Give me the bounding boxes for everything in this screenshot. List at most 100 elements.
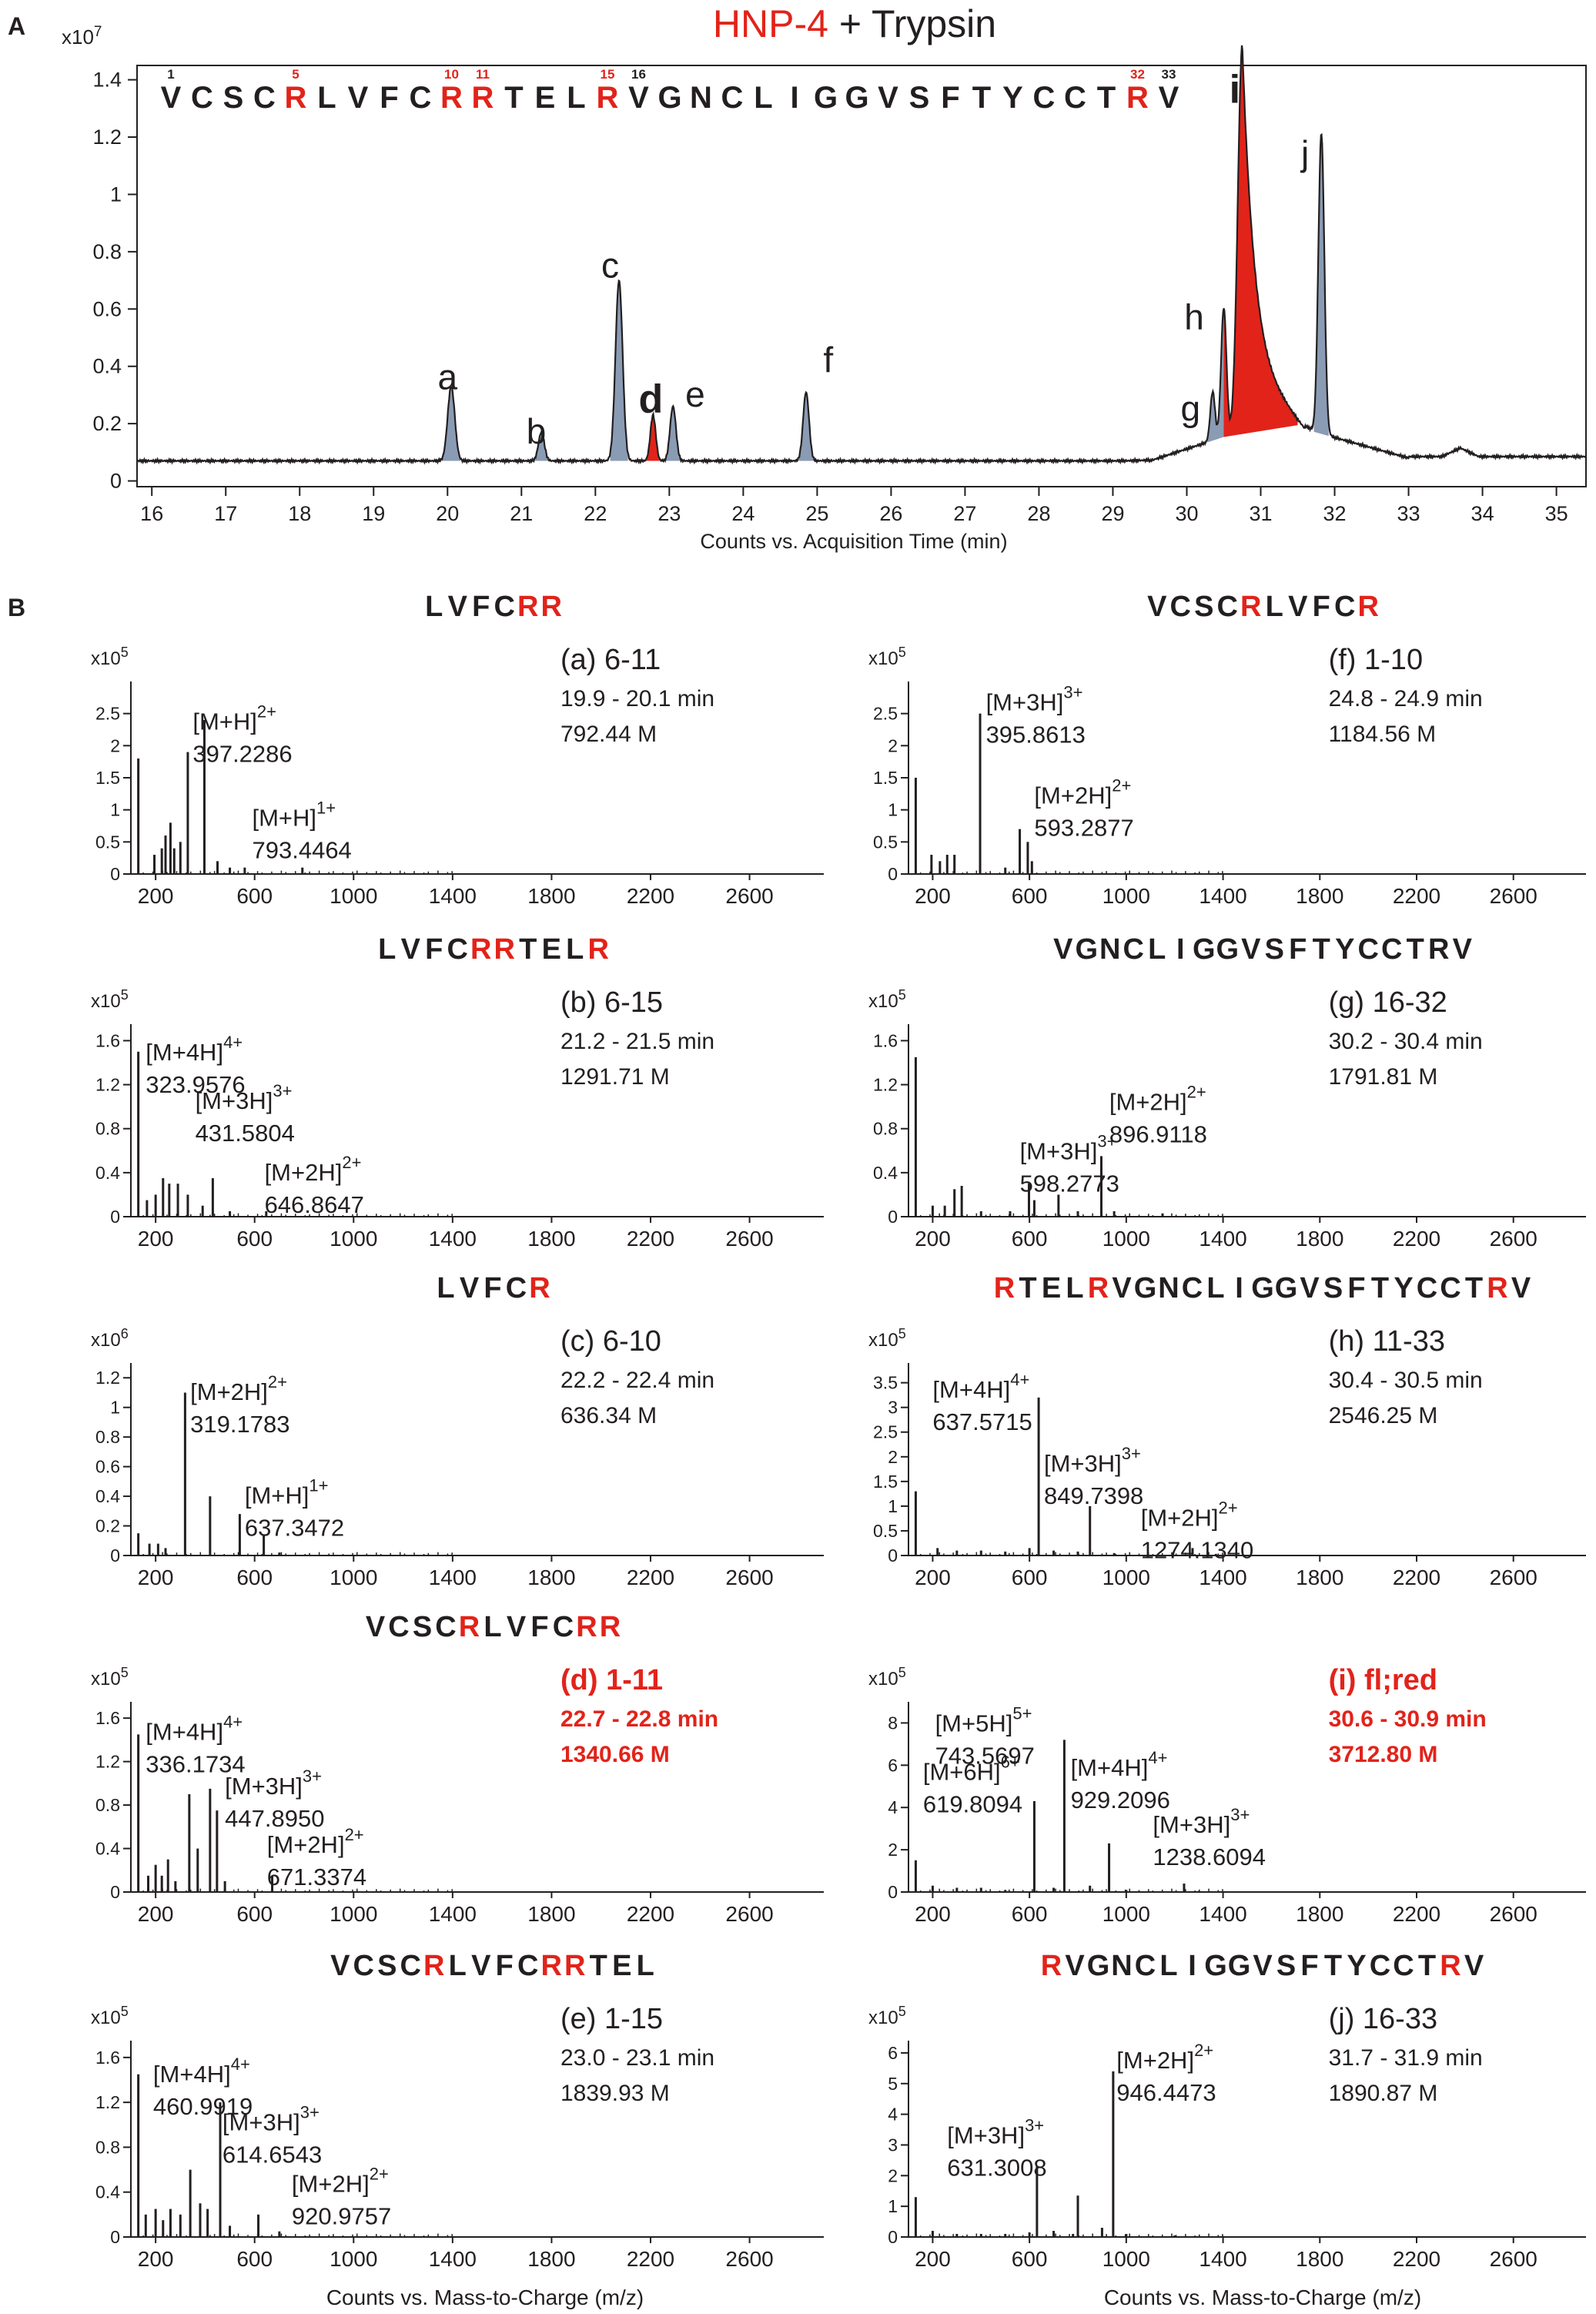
- spectrum-info-line: (a) 6-11: [560, 644, 661, 676]
- peptide-residue: L: [566, 933, 584, 966]
- x-tick-label: 1400: [429, 1902, 477, 1926]
- x-tick-label: 1000: [330, 1227, 377, 1251]
- x-tick-label: 1800: [527, 1566, 575, 1589]
- spectrum-h: 0 0.5 1 1.5 2 2.5 3 3.5 x105 200 600 1000 1400 1800 22…: [868, 1272, 1586, 1589]
- y-multiplier: x105: [868, 2004, 906, 2028]
- peptide-residue: F: [425, 933, 443, 966]
- x-tick-label: 2200: [627, 1902, 674, 1926]
- bottom-xlabel-left: Counts vs. Mass-to-Charge (m/z): [326, 2286, 644, 2309]
- ion-charge: 3+: [1230, 1805, 1250, 1824]
- sequence-residue: R: [472, 81, 494, 115]
- peptide-residue: V: [1253, 1950, 1273, 1982]
- peak-label-e: e: [685, 374, 705, 414]
- ion-mass: 793.4464: [253, 837, 352, 864]
- x-tick-label: 1000: [1102, 1566, 1150, 1589]
- sequence-residue: V: [161, 81, 182, 115]
- peptide-residue: G: [1075, 933, 1098, 966]
- ion-charge: 4+: [223, 1712, 243, 1731]
- peptide-residue: S: [413, 1611, 432, 1643]
- y-multiplier: x105: [868, 1665, 906, 1689]
- ion-charge: 2+: [342, 1153, 361, 1172]
- peptide-residue: V: [1300, 1272, 1320, 1304]
- y-tick-label: 0.2: [92, 412, 122, 435]
- x-tick-label: 28: [1027, 502, 1050, 525]
- ion-label: [M+2H]2+: [1116, 2041, 1213, 2074]
- ion-charge: 2+: [370, 2165, 389, 2184]
- peptide-residue: S: [1323, 1272, 1343, 1304]
- ion-mass: 336.1734: [146, 1750, 245, 1777]
- peptide-residue: F: [1300, 1950, 1318, 1982]
- peptide-residue: F: [472, 591, 490, 623]
- y-multiplier: x105: [868, 987, 906, 1012]
- peak-fill-b: [534, 432, 549, 461]
- x-tick-label: 200: [915, 884, 951, 908]
- chart-title: HNP-4 + Trypsin: [713, 2, 996, 45]
- peptide-residue: V: [460, 1272, 480, 1304]
- peptide-residue: V: [1511, 1272, 1531, 1304]
- x-tick-label: 23: [657, 502, 681, 525]
- peptide-residue: C: [494, 591, 515, 623]
- y-tick-label: 2.5: [873, 704, 898, 724]
- peptide-residue: R: [1088, 1272, 1109, 1304]
- ion-charge: 4+: [1010, 1370, 1029, 1389]
- ion-label: [M+H]2+: [192, 702, 276, 735]
- peak-label-h: h: [1184, 296, 1204, 337]
- peptide-residue: G: [1134, 1272, 1157, 1304]
- x-tick-label: 2200: [627, 1227, 674, 1251]
- chromatogram-trace: [136, 45, 1587, 465]
- y-tick-label: 1.6: [873, 1030, 898, 1050]
- plot-frame: [136, 65, 1587, 487]
- ion-mass: 319.1783: [190, 1411, 289, 1438]
- sequence-residue: L: [754, 81, 772, 115]
- ion-mass: 1238.6094: [1153, 1843, 1266, 1870]
- peptide-residue: L: [437, 1272, 454, 1304]
- peak-label-g: g: [1180, 388, 1200, 428]
- y-tick-label: 0: [110, 2227, 120, 2247]
- y-tick-label: 2: [888, 735, 898, 755]
- x-tick-label: 2200: [627, 884, 674, 908]
- y-tick-label: 1.6: [95, 1030, 120, 1050]
- x-axis-label: Counts vs. Acquisition Time (min): [700, 530, 1007, 553]
- ion-label: [M+3H]3+: [986, 683, 1083, 716]
- peptide-residue: T: [1019, 1272, 1036, 1304]
- sequence-residue: C: [721, 81, 744, 115]
- peptide-residue: R: [1440, 1950, 1460, 1982]
- x-tick-label: 1800: [527, 1227, 575, 1251]
- ion-mass: 929.2096: [1071, 1787, 1170, 1813]
- peptide-residue: S: [1194, 591, 1213, 623]
- y-tick-label: 0: [888, 1882, 898, 1902]
- x-tick-label: 2600: [725, 2247, 773, 2271]
- spectrum-i: 0 2 4 6 8 x105 200 600 1000 1400 1800 2200 2600 [M+5H…: [868, 1664, 1586, 1926]
- y-tick-label: 0.2: [95, 1516, 120, 1536]
- ion-mass: 593.2877: [1034, 814, 1133, 841]
- x-tick-label: 600: [1012, 1227, 1048, 1251]
- y-tick-label: 4: [888, 2105, 898, 2125]
- x-tick-label: 2600: [725, 1227, 773, 1251]
- peptide-residue: V: [1053, 933, 1073, 966]
- ion-charge: 1+: [309, 1476, 328, 1495]
- spectrum-info-line: 1890.87 M: [1329, 2081, 1438, 2106]
- peak-fill-d: [646, 415, 660, 461]
- x-tick-label: 16: [140, 502, 163, 525]
- peptide-residue: R: [529, 1272, 550, 1304]
- peptide-residue: V: [366, 1611, 386, 1643]
- y-tick-label: 2.5: [873, 1422, 898, 1442]
- ion-mass: 598.2773: [1020, 1170, 1119, 1197]
- y-multiplier: x105: [91, 987, 129, 1012]
- x-tick-label: 600: [236, 1227, 273, 1251]
- peptide-residue: C: [1393, 1950, 1414, 1982]
- peptide-residue: G: [1216, 933, 1239, 966]
- spectrum-info-line: 22.7 - 22.8 min: [560, 1706, 718, 1732]
- y-tick-label: 2.5: [95, 704, 120, 724]
- ion-mass: 395.8613: [986, 722, 1086, 748]
- x-tick-label: 600: [1012, 1566, 1048, 1589]
- spectrum-info-line: 1291.71 M: [560, 1064, 670, 1090]
- x-tick-label: 33: [1397, 502, 1420, 525]
- sequence-residue: Y: [1002, 81, 1023, 115]
- spectrum-info-line: 30.2 - 30.4 min: [1329, 1029, 1483, 1054]
- y-tick-label: 0.4: [95, 2182, 120, 2202]
- ion-label: [M+3H]3+: [947, 2115, 1044, 2148]
- x-tick-label: 31: [1249, 502, 1272, 525]
- x-tick-label: 2200: [1393, 1227, 1440, 1251]
- x-tick-label: 200: [915, 1227, 951, 1251]
